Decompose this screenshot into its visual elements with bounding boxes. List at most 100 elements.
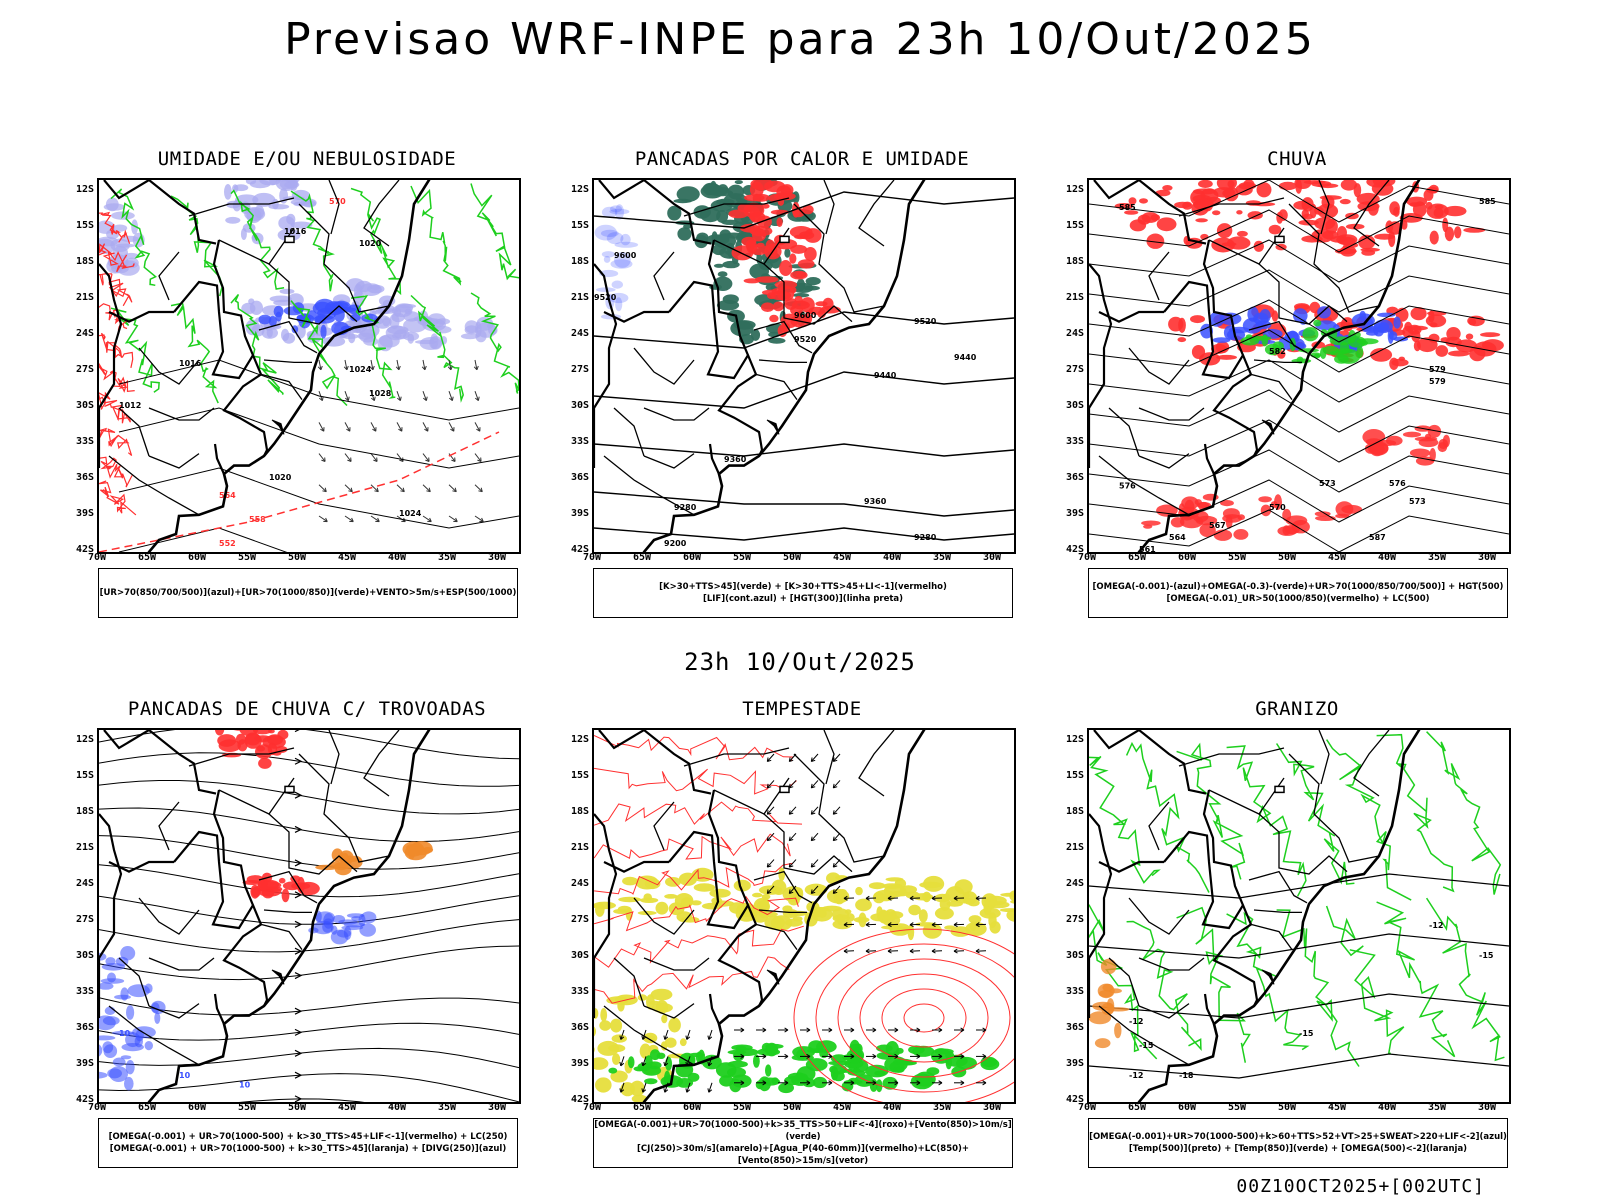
precipitation-area [1442,434,1450,448]
precipitation-area [1268,224,1282,235]
state-border [633,347,695,385]
temperature-850 [1176,742,1246,880]
divergence-contour [104,1006,116,1015]
state-border [1208,777,1285,815]
streamline-850 [594,833,791,860]
precipitation-area [1168,316,1184,332]
lon-tick-label: 50W [287,1102,307,1113]
legend-line: [CJ(250)>30m/s](amarelo)+[Agua_P(40-60mm… [636,1144,970,1166]
jet-stream-area [594,1026,596,1037]
contour-label: 9360 [724,455,747,464]
precipitation-area [1480,332,1501,338]
legend-line: [Temp(500)](preto) + [Temp(850)](verde) … [1128,1144,1468,1154]
lat-tick-label: 24S [1065,878,1084,889]
divergence-contour [359,923,377,937]
pressure-isobar [118,527,288,552]
contour-label: -15 [1139,1041,1154,1050]
omega-area [1219,312,1242,325]
federal-district [1274,785,1285,794]
lat-tick-label: 36S [75,1022,94,1033]
country-border [1093,730,1207,795]
wind-vector [344,359,348,370]
geopotential-height-500 [1089,269,1509,313]
lon-tick-label: 55W [237,552,257,563]
lon-tick-label: 50W [1277,1102,1297,1113]
lat-tick-label: 30S [75,950,94,961]
instability-li-area [765,239,775,252]
panel-title-pancadas_calor: PANCADAS POR CALOR E UMIDADE [634,148,970,170]
precipitation-area [1295,180,1302,194]
overlay-fields: -12 -12 -15 -15 -18 -12 -15 [1089,731,1509,1080]
precipitation-area [1371,181,1394,196]
streamline-850 [837,958,1011,1078]
lon-tick-label: 35W [437,552,457,563]
precipitation-area [1198,180,1213,188]
jet-stream-area [668,1017,681,1033]
state-border [1318,730,1330,785]
jet-stream-area [665,877,681,887]
streamline [99,780,519,815]
humidity-area [371,309,390,315]
lagoon [271,969,285,985]
legend-pancadas_calor: [K>30+TTS>45](verde) + [K>30+TTS>45+LI<-… [593,568,1013,618]
temperature-500 [1089,993,1509,1019]
omega-area [1293,308,1308,323]
lat-tick-label: 27S [75,364,94,375]
lon-tick-label: 60W [682,1102,702,1113]
contour-label: -15 [1299,1029,1314,1038]
lat-tick-label: 15S [1065,220,1084,231]
state-border [683,747,790,767]
humidity-area [460,333,479,340]
wind-850-area [753,1054,760,1068]
contour-label: 564 [219,491,236,500]
precipitation-area [1260,504,1272,517]
instability-li-area [761,289,781,296]
wind-850-area [828,1060,851,1066]
jet-stream-area [651,1002,673,1013]
state-border [793,203,885,313]
precipitation-area [1212,210,1221,216]
convection-area [334,862,352,876]
state-border [1248,870,1308,904]
jet-stream-area [918,909,928,923]
lat-tick-label: 42S [570,1094,589,1105]
state-border [1138,453,1190,469]
omega-500-area [1098,990,1113,998]
streamline-arrow [294,757,303,765]
lat-tick-label: 21S [570,842,589,853]
precipitation-area [1236,230,1248,237]
wind-vector [396,359,400,370]
jet-stream-area [597,1040,620,1056]
thunderstorm-area [281,888,290,903]
humidity-core [350,313,361,322]
precipitation-area [1389,357,1399,370]
temperature-850 [1425,897,1505,1062]
lon-tick-label: 60W [1177,1102,1197,1113]
legend-trovoadas: [OMEGA(-0.001) + UR>70(1000-500) + k>30_… [98,1118,518,1168]
country-border [668,830,749,930]
mid-forecast-time: 23h 10/Out/2025 [684,648,916,676]
geography [594,730,926,1102]
wind-vector [422,359,426,370]
jet-stream-area [646,994,655,1010]
lat-tick-label: 30S [1065,400,1084,411]
instability-li-area [728,209,749,219]
state-border [763,813,853,875]
contour-label: 10 [119,1029,131,1038]
jet-stream-area [620,1082,635,1097]
precipitation-area [1199,523,1216,538]
precipitation-area [1191,345,1206,359]
wind-vector [832,753,841,762]
lat-tick-label: 30S [570,950,589,961]
humidity-area [284,181,300,189]
temperature-850 [1226,911,1310,1051]
temperature-850 [1426,731,1502,895]
lon-tick-label: 65W [1127,552,1147,563]
jet-stream-area [946,900,963,907]
streamline-arrow [294,891,303,899]
jet-stream-area [855,886,863,896]
lat-tick-label: 12S [75,184,94,195]
lon-tick-label: 40W [1377,1102,1397,1113]
precipitation-area [1425,201,1433,210]
temperature-500 [1089,933,1509,959]
